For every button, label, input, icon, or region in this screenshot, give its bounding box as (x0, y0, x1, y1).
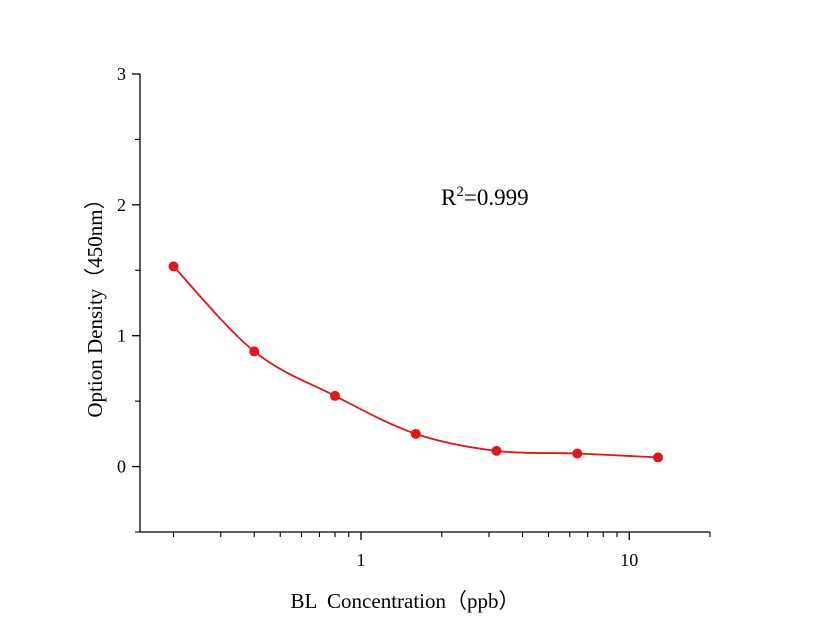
r-squared-value: =0.999 (464, 185, 529, 210)
y-axis-title: Option Density（450nm） (83, 188, 107, 417)
r-squared-annotation: R2=0.999 (441, 184, 529, 210)
data-point-6 (653, 452, 664, 463)
data-point-2 (330, 390, 341, 401)
data-point-3 (410, 428, 421, 439)
y-ticks: 0 1 2 3 (117, 64, 140, 533)
y-tick-label-0: 0 (117, 457, 126, 477)
data-point-4 (491, 445, 502, 456)
r-squared-base: R (441, 185, 457, 210)
data-point-5 (572, 448, 583, 459)
fit-curve (172, 265, 659, 459)
x-tick-label-0: 1 (357, 550, 366, 570)
x-ticks: 1 10 (172, 532, 711, 570)
r-squared-superscript: 2 (456, 184, 464, 200)
y-tick-label-1: 1 (117, 326, 126, 346)
x-axis-title: BL Concentration（ppb） (290, 589, 519, 613)
data-point-0 (168, 261, 179, 272)
y-tick-label-3: 3 (117, 64, 126, 84)
plot-area (168, 261, 664, 463)
x-tick-label-1: 10 (620, 550, 638, 570)
y-tick-label-2: 2 (117, 195, 126, 215)
data-point-1 (249, 346, 260, 357)
axes: 1 10 0 1 2 3 (117, 64, 711, 570)
